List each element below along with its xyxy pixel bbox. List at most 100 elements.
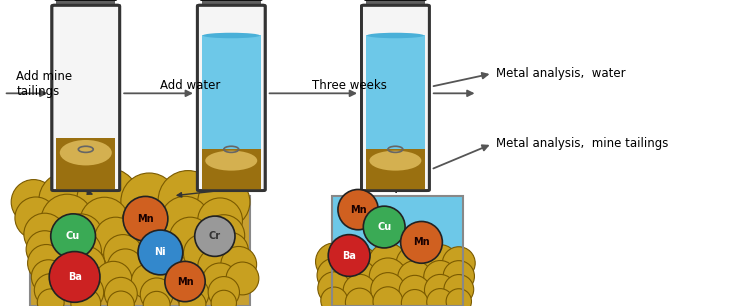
Ellipse shape [343,274,376,306]
Ellipse shape [401,289,428,306]
Ellipse shape [398,261,432,295]
Text: Cu: Cu [66,231,81,241]
Ellipse shape [176,277,209,306]
Ellipse shape [24,213,66,255]
Ellipse shape [71,289,101,306]
Bar [366,149,425,190]
Ellipse shape [140,278,173,306]
Ellipse shape [15,197,57,239]
Ellipse shape [422,244,458,281]
Ellipse shape [60,231,101,272]
Ellipse shape [107,291,134,306]
Ellipse shape [66,246,105,285]
Ellipse shape [121,173,178,230]
Ellipse shape [321,287,348,306]
Ellipse shape [34,274,67,306]
Ellipse shape [369,258,407,295]
Ellipse shape [77,168,140,231]
Ellipse shape [37,289,64,306]
Ellipse shape [169,217,211,259]
Ellipse shape [198,176,250,228]
Ellipse shape [442,247,475,280]
Bar [201,149,261,190]
Ellipse shape [39,172,95,229]
Bar [57,138,116,190]
Ellipse shape [316,243,353,280]
Ellipse shape [80,197,129,246]
FancyBboxPatch shape [362,5,430,191]
Text: Ba: Ba [342,251,356,260]
Ellipse shape [369,243,407,282]
Ellipse shape [31,260,66,294]
Text: Mn: Mn [350,205,366,215]
Ellipse shape [226,262,259,295]
Ellipse shape [317,258,351,293]
Ellipse shape [367,33,424,38]
Ellipse shape [60,140,112,166]
Ellipse shape [444,274,474,304]
Text: Metal analysis,  mine tailings: Metal analysis, mine tailings [496,137,668,150]
Ellipse shape [424,260,457,293]
Ellipse shape [363,206,405,248]
Bar [201,0,261,6]
Bar [332,196,463,306]
Ellipse shape [41,194,93,246]
Ellipse shape [371,273,405,306]
Ellipse shape [211,290,236,306]
Text: Cr: Cr [209,231,221,241]
Ellipse shape [104,277,137,306]
Ellipse shape [198,198,242,243]
Text: Mn: Mn [413,237,430,247]
Text: Metal analysis,  water: Metal analysis, water [496,67,626,80]
Bar [201,35,261,149]
Ellipse shape [318,272,351,305]
Ellipse shape [446,289,471,306]
Ellipse shape [160,196,210,245]
Ellipse shape [68,274,104,306]
Text: Add mine
tailings: Add mine tailings [16,70,72,98]
Ellipse shape [208,277,239,306]
Text: Mn: Mn [137,214,154,224]
Ellipse shape [338,189,378,230]
Ellipse shape [26,231,63,268]
Text: Ni: Ni [154,248,166,257]
Ellipse shape [143,291,170,306]
Ellipse shape [198,248,235,285]
Ellipse shape [131,263,167,300]
Bar [366,0,425,6]
Text: Three weeks: Three weeks [312,79,386,92]
Text: Ba: Ba [68,272,81,282]
Ellipse shape [11,180,56,224]
FancyBboxPatch shape [197,5,266,191]
Ellipse shape [342,260,377,295]
Ellipse shape [95,261,132,299]
Ellipse shape [123,196,168,241]
Text: Mn: Mn [177,277,193,286]
Ellipse shape [424,274,456,306]
Ellipse shape [203,215,245,256]
Ellipse shape [211,232,248,270]
Ellipse shape [138,230,183,275]
Ellipse shape [195,216,235,256]
Ellipse shape [373,287,403,306]
Ellipse shape [95,217,137,259]
Ellipse shape [107,249,143,285]
Ellipse shape [158,170,218,230]
Ellipse shape [49,252,100,302]
Ellipse shape [58,214,103,259]
Ellipse shape [202,263,238,299]
FancyBboxPatch shape [52,5,120,191]
Ellipse shape [396,245,433,282]
Ellipse shape [427,289,454,306]
Bar [332,196,463,256]
Bar [366,35,425,149]
Ellipse shape [165,261,205,302]
Ellipse shape [203,33,260,38]
Ellipse shape [369,151,421,171]
Ellipse shape [342,246,377,282]
Ellipse shape [345,288,374,306]
Ellipse shape [221,246,257,282]
Text: Cu: Cu [377,222,392,232]
Ellipse shape [401,222,442,263]
Ellipse shape [28,244,65,282]
